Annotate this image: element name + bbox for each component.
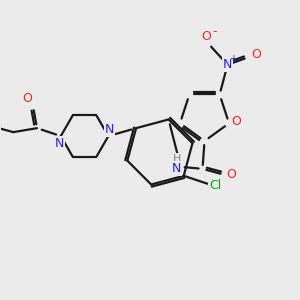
Text: O: O <box>22 92 32 105</box>
Text: O: O <box>201 29 211 43</box>
Text: N: N <box>172 162 182 175</box>
Text: O: O <box>231 115 241 128</box>
Text: -: - <box>212 25 217 38</box>
Text: N: N <box>105 123 114 136</box>
Text: H: H <box>172 154 181 164</box>
Text: +: + <box>230 54 238 64</box>
Text: Cl: Cl <box>209 179 222 192</box>
Text: O: O <box>226 168 236 181</box>
Text: N: N <box>55 136 64 149</box>
Text: N: N <box>223 58 232 71</box>
Text: O: O <box>251 48 261 62</box>
